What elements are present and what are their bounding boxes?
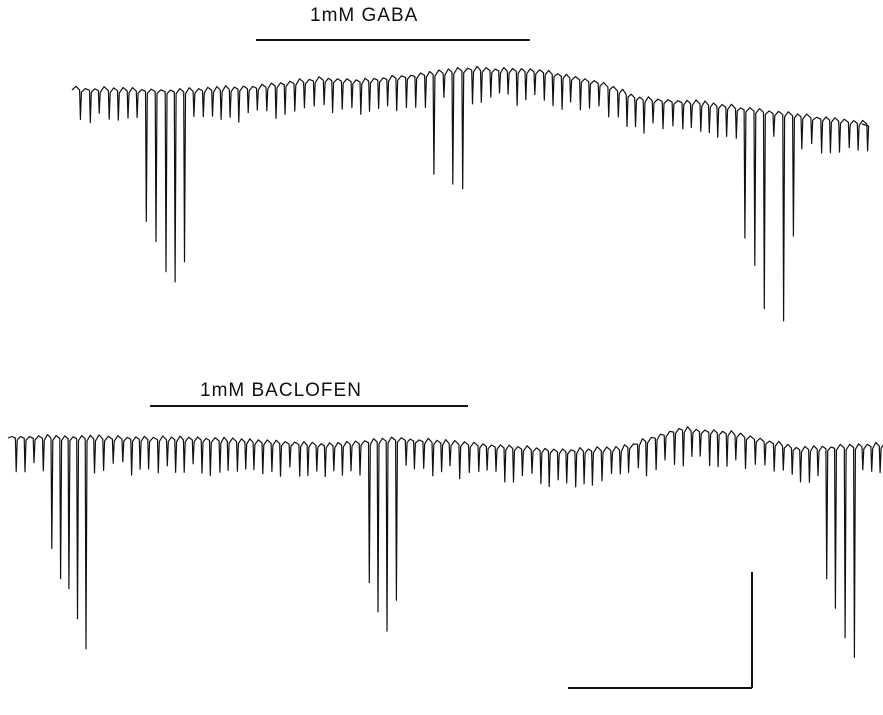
trace-1-recording [71,65,870,322]
trace-2-drug-label: 1mM BACLOFEN [200,380,362,401]
trace-1-drug-label: 1mM GABA [310,5,419,26]
trace-2-recording [7,426,883,659]
